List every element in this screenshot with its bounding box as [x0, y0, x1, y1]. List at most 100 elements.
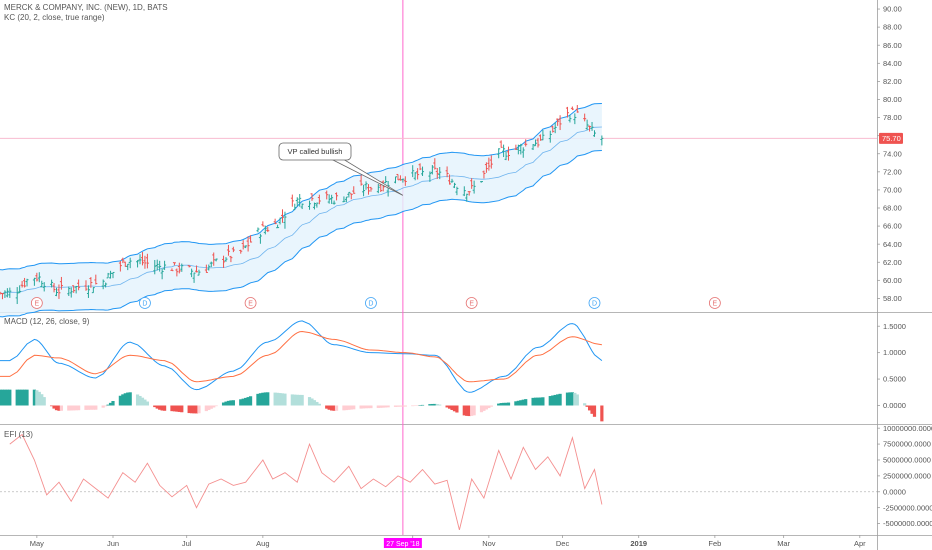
- price-axis-tick-label: 84.00: [883, 59, 902, 68]
- macd-histogram-bar: [325, 405, 329, 409]
- macd-title: MACD (12, 26, close, 9): [4, 317, 90, 326]
- price-axis-tick-label: 80.00: [883, 95, 902, 104]
- macd-histogram-bar: [106, 404, 110, 406]
- efi-axis[interactable]: -5000000.0000 -2500000.0000 0.0000 2500000.…: [877, 424, 932, 528]
- macd-histogram-bar: [72, 405, 76, 411]
- macd-histogram-bar: [364, 405, 368, 409]
- keltner-middle-line: [0, 126, 602, 294]
- macd-histogram-bar: [531, 397, 535, 406]
- dividend-marker: D: [588, 297, 601, 309]
- macd-histogram-bar: [143, 399, 147, 406]
- macd-histogram-bar: [447, 405, 452, 409]
- macd-histogram-bar: [506, 402, 511, 406]
- macd-histogram-bar: [430, 403, 434, 406]
- kc-indicator-label: KC (20, 2, close, true range): [4, 13, 105, 22]
- event-marker-label: D: [368, 301, 373, 308]
- efi-line: [9, 433, 603, 531]
- macd-histogram-bar: [3, 389, 7, 406]
- macd-histogram-bar: [479, 405, 484, 413]
- macd-histogram-bar: [37, 391, 41, 406]
- price-axis-tick-label: 86.00: [883, 41, 902, 50]
- time-axis-tick-label: Aug: [256, 539, 269, 548]
- annotation-callout[interactable]: VP called bullish: [278, 142, 404, 196]
- macd-histogram-bar: [128, 392, 132, 406]
- price-axis-tick-label: 74.00: [883, 149, 902, 158]
- macd-histogram-bar: [91, 405, 95, 410]
- macd-histogram-bar: [465, 405, 469, 416]
- dividend-marker: D: [365, 297, 377, 309]
- macd-histogram-bar: [190, 405, 194, 414]
- macd-histogram-bar: [35, 390, 39, 406]
- macd-histogram-bar: [69, 405, 73, 411]
- macd-histogram-bar: [538, 397, 543, 406]
- callout-text: VP called bullish: [288, 147, 343, 156]
- time-axis-tick-label: 2019: [630, 539, 647, 548]
- macd-histogram-bar: [376, 405, 380, 408]
- macd-histogram-bar: [403, 405, 407, 407]
- macd-histogram-bar: [123, 393, 127, 406]
- macd-histogram-bar: [126, 392, 130, 406]
- time-axis-tick-label: Apr: [854, 539, 866, 548]
- macd-histogram-bar: [416, 405, 420, 406]
- price-axis-tick-label: 64.00: [883, 240, 902, 249]
- macd-histogram-bar: [413, 405, 417, 406]
- price-axis-tick-label: 88.00: [883, 23, 902, 32]
- efi-pane[interactable]: [0, 433, 877, 531]
- earnings-marker: E: [30, 297, 43, 309]
- macd-histogram-bar: [67, 405, 71, 411]
- macd-histogram-bar: [177, 405, 181, 412]
- macd-histogram-bar: [317, 403, 321, 406]
- macd-histogram-bar: [275, 392, 280, 406]
- macd-histogram-bar: [558, 393, 562, 406]
- macd-histogram-bar: [521, 399, 525, 406]
- macd-histogram-bar: [101, 405, 105, 408]
- earnings-marker: E: [244, 297, 257, 309]
- price-axis[interactable]: 58.00 60.00 62.00 64.00 66.00 68.00 70.00 72.00…: [877, 5, 902, 303]
- macd-histogram-bar: [470, 405, 474, 416]
- macd-histogram-bar: [519, 400, 523, 406]
- macd-histogram-bar: [484, 405, 489, 410]
- macd-histogram-bar: [118, 395, 122, 406]
- macd-histogram-bar: [462, 405, 466, 416]
- macd-histogram-bar: [192, 405, 196, 414]
- macd-histogram-bar: [273, 392, 277, 406]
- event-marker-label: E: [35, 301, 40, 308]
- time-axis-tick-label: Nov: [482, 539, 496, 548]
- macd-histogram-bar: [229, 400, 233, 406]
- macd-histogram-bar: [450, 405, 454, 410]
- macd-histogram-bar: [52, 405, 56, 409]
- macd-histogram-bar: [592, 405, 597, 417]
- macd-histogram-bar: [293, 394, 297, 406]
- event-marker-label: D: [142, 301, 147, 308]
- macd-histogram: [0, 389, 604, 422]
- macd-histogram-bar: [145, 401, 149, 406]
- macd-histogram-bar: [59, 405, 64, 411]
- macd-histogram-bar: [590, 405, 594, 414]
- macd-histogram-bar: [384, 405, 388, 408]
- event-marker-circle: [139, 297, 151, 309]
- macd-histogram-bar: [226, 400, 231, 406]
- macd-histogram-bar: [541, 397, 545, 406]
- time-axis-tick-label: Jul: [182, 539, 192, 548]
- macd-histogram-bar: [585, 405, 589, 407]
- time-axis[interactable]: MayJunJulAugOctNovDec2019FebMarApr: [30, 535, 866, 548]
- macd-histogram-bar: [244, 397, 248, 406]
- macd-histogram-bar: [396, 405, 400, 407]
- event-marker-circle: [365, 297, 377, 309]
- efi-axis-tick-label: 5000000.0000: [883, 456, 931, 465]
- efi-axis-tick-label: -2500000.0000: [883, 503, 932, 512]
- dividend-marker: D: [139, 297, 151, 309]
- macd-pane[interactable]: [0, 320, 604, 422]
- macd-histogram-bar: [489, 405, 493, 407]
- macd-histogram-bar: [514, 401, 518, 406]
- earnings-marker: E: [465, 297, 478, 309]
- macd-histogram-bar: [140, 397, 145, 406]
- macd-histogram-bar: [121, 394, 125, 406]
- efi-title: EFI (13): [4, 430, 33, 439]
- event-marker-circle: [244, 297, 257, 309]
- macd-axis[interactable]: 0.0000 0.5000 1.0000 1.5000: [877, 322, 906, 410]
- macd-histogram-bar: [158, 405, 162, 410]
- macd-histogram-bar: [160, 405, 164, 411]
